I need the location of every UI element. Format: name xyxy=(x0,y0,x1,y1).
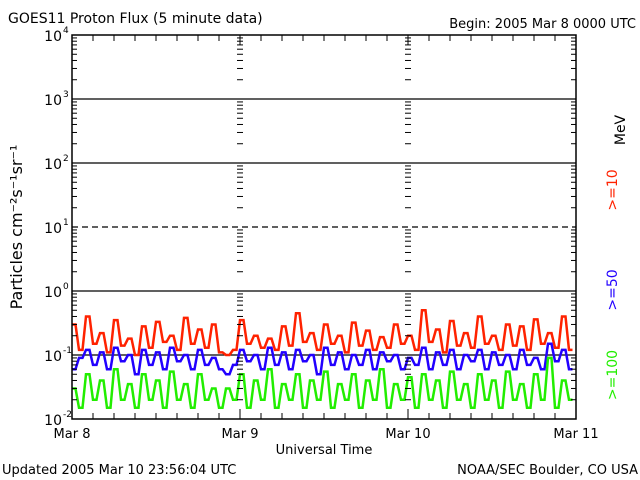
y-tick-exponent: 4 xyxy=(63,26,69,36)
y-tick-label: 10 xyxy=(44,93,62,109)
y-axis-label: Particles cm⁻²s⁻¹sr⁻¹ xyxy=(7,145,26,310)
y-tick-exponent: -1 xyxy=(63,346,72,356)
unit-label: MeV xyxy=(613,114,629,145)
series-line xyxy=(72,356,573,409)
y-tick-exponent: 3 xyxy=(63,90,69,100)
y-tick-label: 10 xyxy=(44,349,62,365)
y-tick-label: 10 xyxy=(44,157,62,173)
series-0 xyxy=(72,309,573,357)
credit-label: NOAA/SEC Boulder, CO USA xyxy=(457,463,638,478)
updated-label: Updated 2005 Mar 10 23:56:04 UTC xyxy=(2,463,236,478)
legend-entry: >=10 xyxy=(605,169,621,210)
series-line xyxy=(72,342,573,376)
y-tick-exponent: 0 xyxy=(63,282,69,292)
chart-title: GOES11 Proton Flux (5 minute data) xyxy=(8,11,263,27)
y-tick-exponent: 1 xyxy=(63,218,69,228)
begin-label: Begin: 2005 Mar 8 0000 UTC xyxy=(449,17,636,32)
y-tick-label: 10 xyxy=(44,285,62,301)
x-tick-label: Mar 11 xyxy=(553,427,598,442)
legend-entry: >=50 xyxy=(605,269,621,310)
series-line xyxy=(72,309,573,357)
series-2 xyxy=(72,356,573,409)
x-tick-label: Mar 10 xyxy=(385,427,430,442)
series-1 xyxy=(72,342,573,376)
x-tick-label: Mar 8 xyxy=(54,427,91,442)
x-tick-label: Mar 9 xyxy=(222,427,259,442)
legend-entry: >=100 xyxy=(605,350,621,400)
x-axis-label: Universal Time xyxy=(276,443,373,458)
y-tick-exponent: -2 xyxy=(63,410,72,420)
y-tick-label: 10 xyxy=(44,413,62,429)
y-tick-label: 10 xyxy=(44,29,62,45)
y-tick-label: 10 xyxy=(44,221,62,237)
y-tick-exponent: 2 xyxy=(63,154,69,164)
